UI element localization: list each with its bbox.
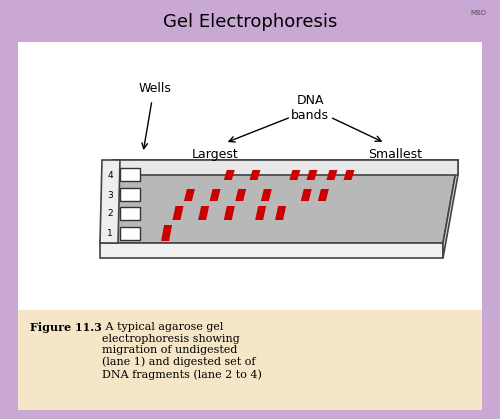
Polygon shape bbox=[301, 189, 312, 201]
Text: 1: 1 bbox=[107, 228, 113, 238]
Text: 2: 2 bbox=[107, 209, 113, 217]
Polygon shape bbox=[318, 189, 329, 201]
Polygon shape bbox=[161, 225, 172, 241]
Polygon shape bbox=[100, 243, 443, 258]
Bar bbox=[18, 42, 482, 310]
Bar bbox=[120, 168, 140, 181]
Text: MBD: MBD bbox=[470, 10, 486, 16]
Text: Wells: Wells bbox=[138, 82, 172, 95]
Polygon shape bbox=[184, 189, 195, 201]
Polygon shape bbox=[290, 170, 300, 180]
Polygon shape bbox=[306, 170, 318, 180]
Bar bbox=[120, 227, 140, 240]
Polygon shape bbox=[275, 206, 286, 220]
Text: 3: 3 bbox=[107, 191, 113, 199]
Polygon shape bbox=[210, 189, 220, 201]
Text: Smallest: Smallest bbox=[368, 148, 422, 161]
Text: Largest: Largest bbox=[192, 148, 238, 161]
Polygon shape bbox=[100, 160, 120, 243]
Polygon shape bbox=[443, 160, 458, 258]
Polygon shape bbox=[100, 160, 458, 243]
Polygon shape bbox=[172, 206, 184, 220]
Polygon shape bbox=[250, 170, 260, 180]
Polygon shape bbox=[326, 170, 338, 180]
Polygon shape bbox=[261, 189, 272, 201]
Polygon shape bbox=[224, 170, 235, 180]
Text: 4: 4 bbox=[107, 171, 113, 179]
Polygon shape bbox=[235, 189, 246, 201]
Polygon shape bbox=[224, 206, 235, 220]
Bar bbox=[18, 310, 482, 410]
Polygon shape bbox=[113, 160, 458, 175]
Text: DNA
bands: DNA bands bbox=[291, 94, 329, 122]
Bar bbox=[120, 189, 140, 202]
Polygon shape bbox=[255, 206, 266, 220]
Polygon shape bbox=[344, 170, 354, 180]
Text: A typical agarose gel
electrophoresis showing
migration of undigested
(lane 1) a: A typical agarose gel electrophoresis sh… bbox=[102, 322, 262, 380]
Bar bbox=[120, 207, 140, 220]
Polygon shape bbox=[198, 206, 209, 220]
Text: Figure 11.3: Figure 11.3 bbox=[30, 322, 102, 333]
Text: Gel Electrophoresis: Gel Electrophoresis bbox=[163, 13, 337, 31]
